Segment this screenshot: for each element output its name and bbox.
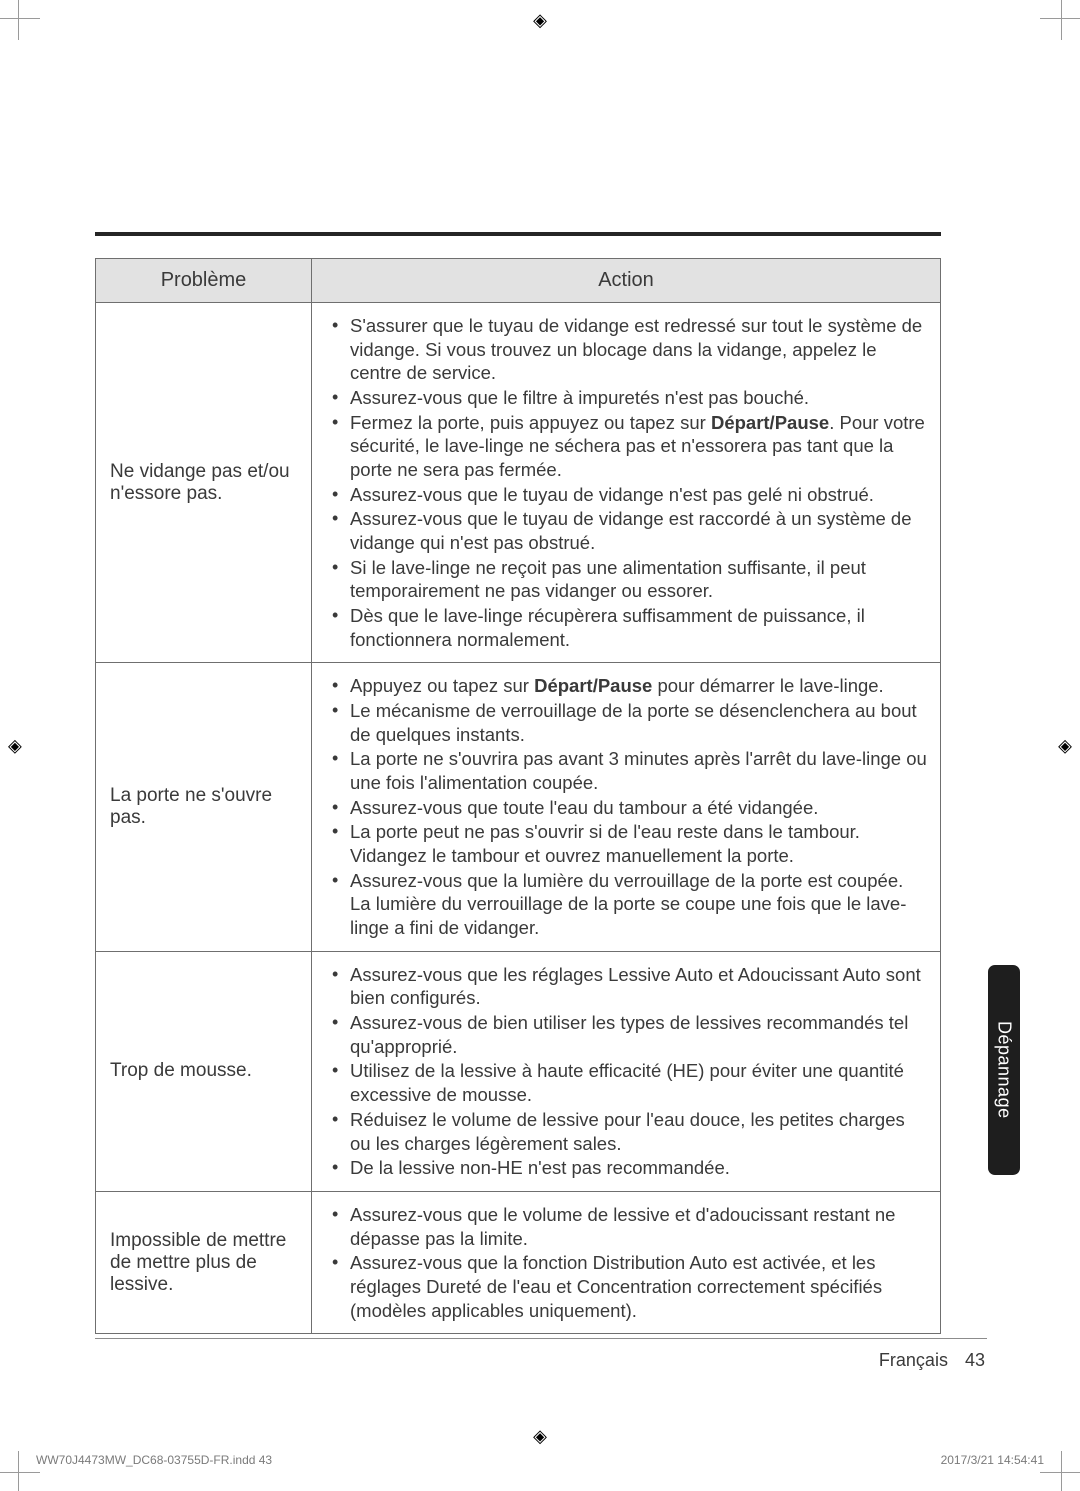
action-item: De la lessive non-HE n'est pas recommand… [320,1156,928,1180]
action-item: Fermez la porte, puis appuyez ou tapez s… [320,411,928,482]
section-tab-depannage: Dépannage [988,965,1020,1175]
action-cell: Assurez-vous que le volume de lessive et… [312,1191,941,1333]
reg-mark-top: ◈ [533,10,547,31]
action-item: S'assurer que le tuyau de vidange est re… [320,314,928,385]
table-row: Impossible de mettre de mettre plus de l… [96,1191,941,1333]
page-footer: Français 43 [879,1350,985,1371]
action-cell: S'assurer que le tuyau de vidange est re… [312,303,941,663]
reg-mark-right: ◈ [1058,735,1072,756]
action-item: Dès que le lave-linge récupèrera suffisa… [320,604,928,651]
troubleshooting-table: Problème Action Ne vidange pas et/ou n'e… [95,258,941,1334]
action-cell: Appuyez ou tapez sur Départ/Pause pour d… [312,663,941,951]
footer-lang: Français [879,1350,948,1370]
action-item: Assurez-vous que la fonction Distributio… [320,1251,928,1322]
action-item: Assurez-vous que le filtre à impuretés n… [320,386,928,410]
action-item: La porte ne s'ouvrira pas avant 3 minute… [320,747,928,794]
action-item: Assurez-vous que le volume de lessive et… [320,1203,928,1250]
action-list: Assurez-vous que le volume de lessive et… [320,1203,928,1322]
action-item: La porte peut ne pas s'ouvrir si de l'ea… [320,820,928,867]
action-item: Assurez-vous que toute l'eau du tambour … [320,796,928,820]
footer-rule [95,1338,987,1339]
problem-cell: La porte ne s'ouvre pas. [96,663,312,951]
reg-mark-bottom: ◈ [533,1426,547,1447]
imprint-timestamp: 2017/3/21 14:54:41 [941,1453,1044,1467]
bold-term: Départ/Pause [711,412,829,433]
bold-term: Départ/Pause [534,675,652,696]
action-item: Assurez-vous que les réglages Lessive Au… [320,963,928,1010]
problem-cell: Trop de mousse. [96,951,312,1191]
action-cell: Assurez-vous que les réglages Lessive Au… [312,951,941,1191]
problem-cell: Ne vidange pas et/ou n'essore pas. [96,303,312,663]
reg-mark-left: ◈ [8,735,22,756]
main-content: Problème Action Ne vidange pas et/ou n'e… [95,232,941,1334]
section-tab-label: Dépannage [994,1021,1015,1119]
action-item: Réduisez le volume de lessive pour l'eau… [320,1108,928,1155]
table-row: Trop de mousse.Assurez-vous que les régl… [96,951,941,1191]
action-list: S'assurer que le tuyau de vidange est re… [320,314,928,651]
action-item: Si le lave-linge ne reçoit pas une alime… [320,556,928,603]
action-list: Assurez-vous que les réglages Lessive Au… [320,963,928,1180]
action-item: Assurez-vous que le tuyau de vidange n'e… [320,483,928,507]
action-item: Assurez-vous que le tuyau de vidange est… [320,507,928,554]
imprint-file: WW70J4473MW_DC68-03755D-FR.indd 43 [36,1453,272,1467]
action-item: Utilisez de la lessive à haute efficacit… [320,1059,928,1106]
top-rule [95,232,941,236]
action-item: Appuyez ou tapez sur Départ/Pause pour d… [320,674,928,698]
problem-cell: Impossible de mettre de mettre plus de l… [96,1191,312,1333]
action-item: Assurez-vous que la lumière du verrouill… [320,869,928,940]
col-header-action: Action [312,259,941,303]
action-list: Appuyez ou tapez sur Départ/Pause pour d… [320,674,928,939]
action-item: Le mécanisme de verrouillage de la porte… [320,699,928,746]
col-header-problem: Problème [96,259,312,303]
action-item: Assurez-vous de bien utiliser les types … [320,1011,928,1058]
footer-page-number: 43 [965,1350,985,1370]
table-row: La porte ne s'ouvre pas. Appuyez ou tapez… [96,663,941,951]
table-row: Ne vidange pas et/ou n'essore pas.S'assu… [96,303,941,663]
